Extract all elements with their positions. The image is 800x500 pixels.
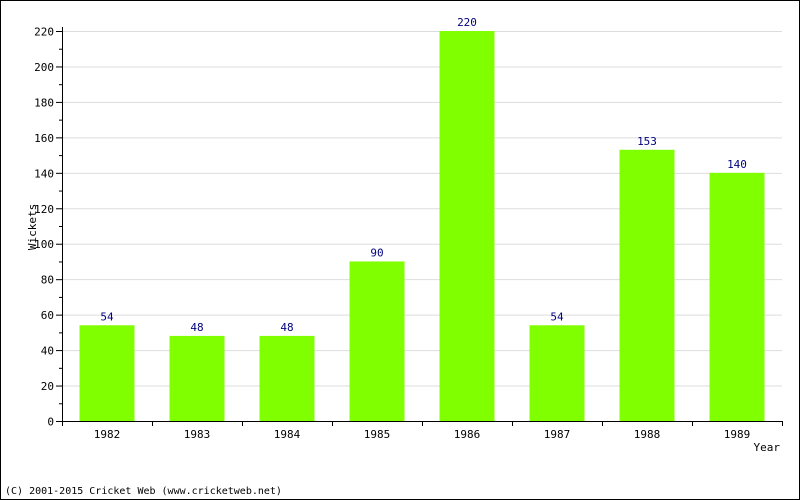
- y-tick-label: 160: [34, 132, 54, 145]
- x-tick-label: 1989: [724, 428, 751, 441]
- axes: [56, 27, 783, 426]
- y-tick-label: 200: [34, 61, 54, 74]
- bar-value-label: 140: [727, 158, 747, 171]
- bar-1987: [529, 325, 585, 421]
- bar-value-label: 54: [100, 310, 114, 323]
- bar-1989: [709, 172, 765, 421]
- copyright-footer: (C) 2001-2015 Cricket Web (www.cricketwe…: [5, 486, 282, 497]
- bar-value-label: 48: [190, 321, 203, 334]
- x-tick-label: 1984: [274, 428, 301, 441]
- bar-value-label: 54: [550, 310, 564, 323]
- bar-1985: [349, 261, 405, 421]
- labels: 0 20 40 60 80 100 120 140 160 180 200 220 54 1982 48 19…: [34, 16, 750, 441]
- y-tick-label: 140: [34, 167, 54, 180]
- y-tick-label: 20: [41, 380, 54, 393]
- y-tick-label: 0: [47, 416, 54, 429]
- bar-value-label: 48: [280, 321, 293, 334]
- x-tick-label: 1982: [94, 428, 121, 441]
- bar-1986: [439, 31, 495, 421]
- x-tick-label: 1985: [364, 428, 391, 441]
- bar-1988: [619, 149, 675, 422]
- x-tick-label: 1988: [634, 428, 661, 441]
- x-axis-label: Year: [754, 441, 781, 454]
- bar-value-label: 153: [637, 135, 657, 148]
- bar-value-label: 90: [370, 246, 383, 259]
- y-tick-label: 60: [41, 309, 54, 322]
- bar-1982: [79, 325, 135, 421]
- y-tick-label: 80: [41, 274, 54, 287]
- x-tick-label: 1986: [454, 428, 481, 441]
- bar-1984: [259, 335, 315, 421]
- bar-value-label: 220: [457, 16, 477, 29]
- y-tick-label: 100: [34, 238, 54, 251]
- x-tick-label: 1987: [544, 428, 571, 441]
- y-tick-label: 220: [34, 26, 54, 39]
- bar-1983: [169, 335, 225, 421]
- bars: [79, 31, 765, 422]
- y-tick-label: 120: [34, 203, 54, 216]
- x-tick-label: 1983: [184, 428, 211, 441]
- y-axis-label: Wickets: [26, 204, 39, 250]
- y-tick-label: 180: [34, 96, 54, 109]
- y-tick-label: 40: [41, 345, 54, 358]
